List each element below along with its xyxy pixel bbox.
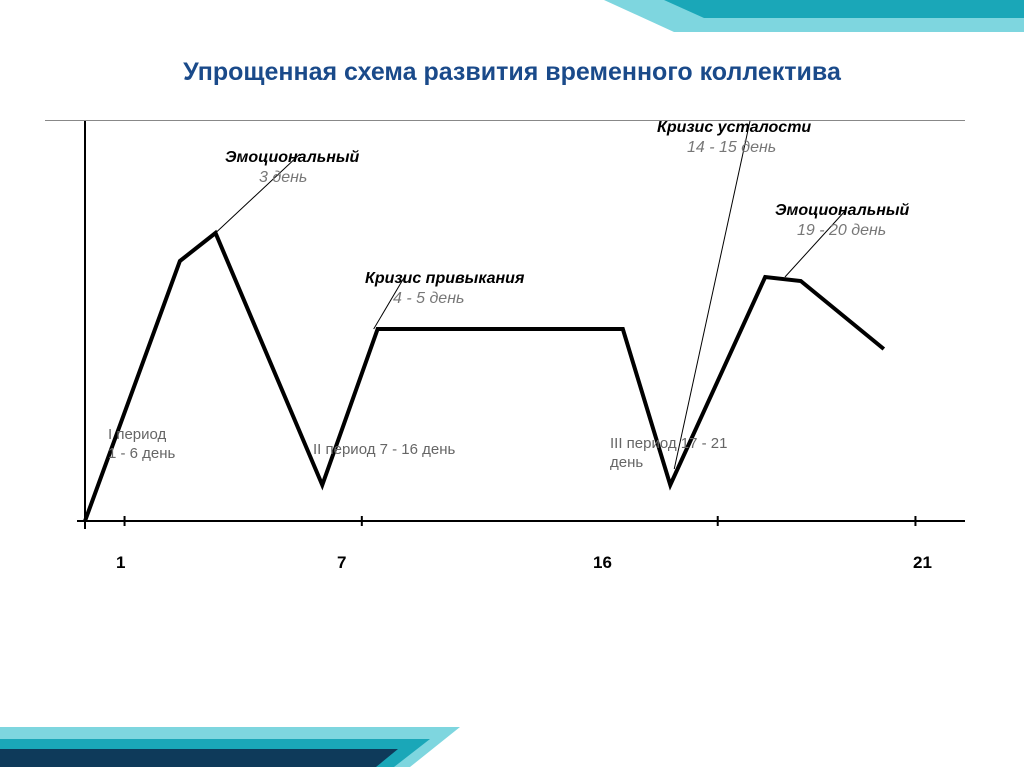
annot-emo1: Эмоциональный 3 день: [225, 148, 359, 188]
x-tick-16: 16: [593, 553, 612, 573]
deco-top-right: [604, 0, 1024, 52]
annot-crisis1: Кризис привыкания 4 - 5 день: [365, 269, 524, 309]
annot-emo1-title: Эмоциональный: [225, 149, 359, 166]
chart-svg: [45, 121, 965, 611]
annot-emo2: Эмоциональный 19 - 20 день: [775, 201, 909, 241]
x-tick-7: 7: [337, 553, 346, 573]
annot-crisis2-sub: 14 - 15 день: [687, 139, 776, 156]
page-title: Упрощенная схема развития временного кол…: [0, 58, 1024, 87]
deco-shape: [0, 749, 398, 767]
deco-bottom-left: [0, 705, 520, 767]
annot-crisis2: Кризис усталости 14 - 15 день: [657, 118, 811, 158]
x-tick-21: 21: [913, 553, 932, 573]
annot-crisis2-title: Кризис усталости: [657, 119, 811, 136]
annot-crisis1-title: Кризис привыкания: [365, 270, 524, 287]
annot-emo1-sub: 3 день: [259, 169, 307, 186]
annot-crisis1-sub: 4 - 5 день: [393, 290, 464, 307]
annot-emo2-title: Эмоциональный: [775, 202, 909, 219]
period-2: II период 7 - 16 день: [313, 441, 455, 460]
period-1: I период 1 - 6 день: [108, 426, 175, 464]
annot-emo2-sub: 19 - 20 день: [797, 222, 886, 239]
deco-shape: [664, 0, 1024, 18]
period-3: III период 17 - 21 день: [610, 435, 728, 473]
x-tick-1: 1: [116, 553, 125, 573]
chart-container: 1 7 16 21 Эмоциональный 3 день Кризис пр…: [45, 120, 965, 611]
